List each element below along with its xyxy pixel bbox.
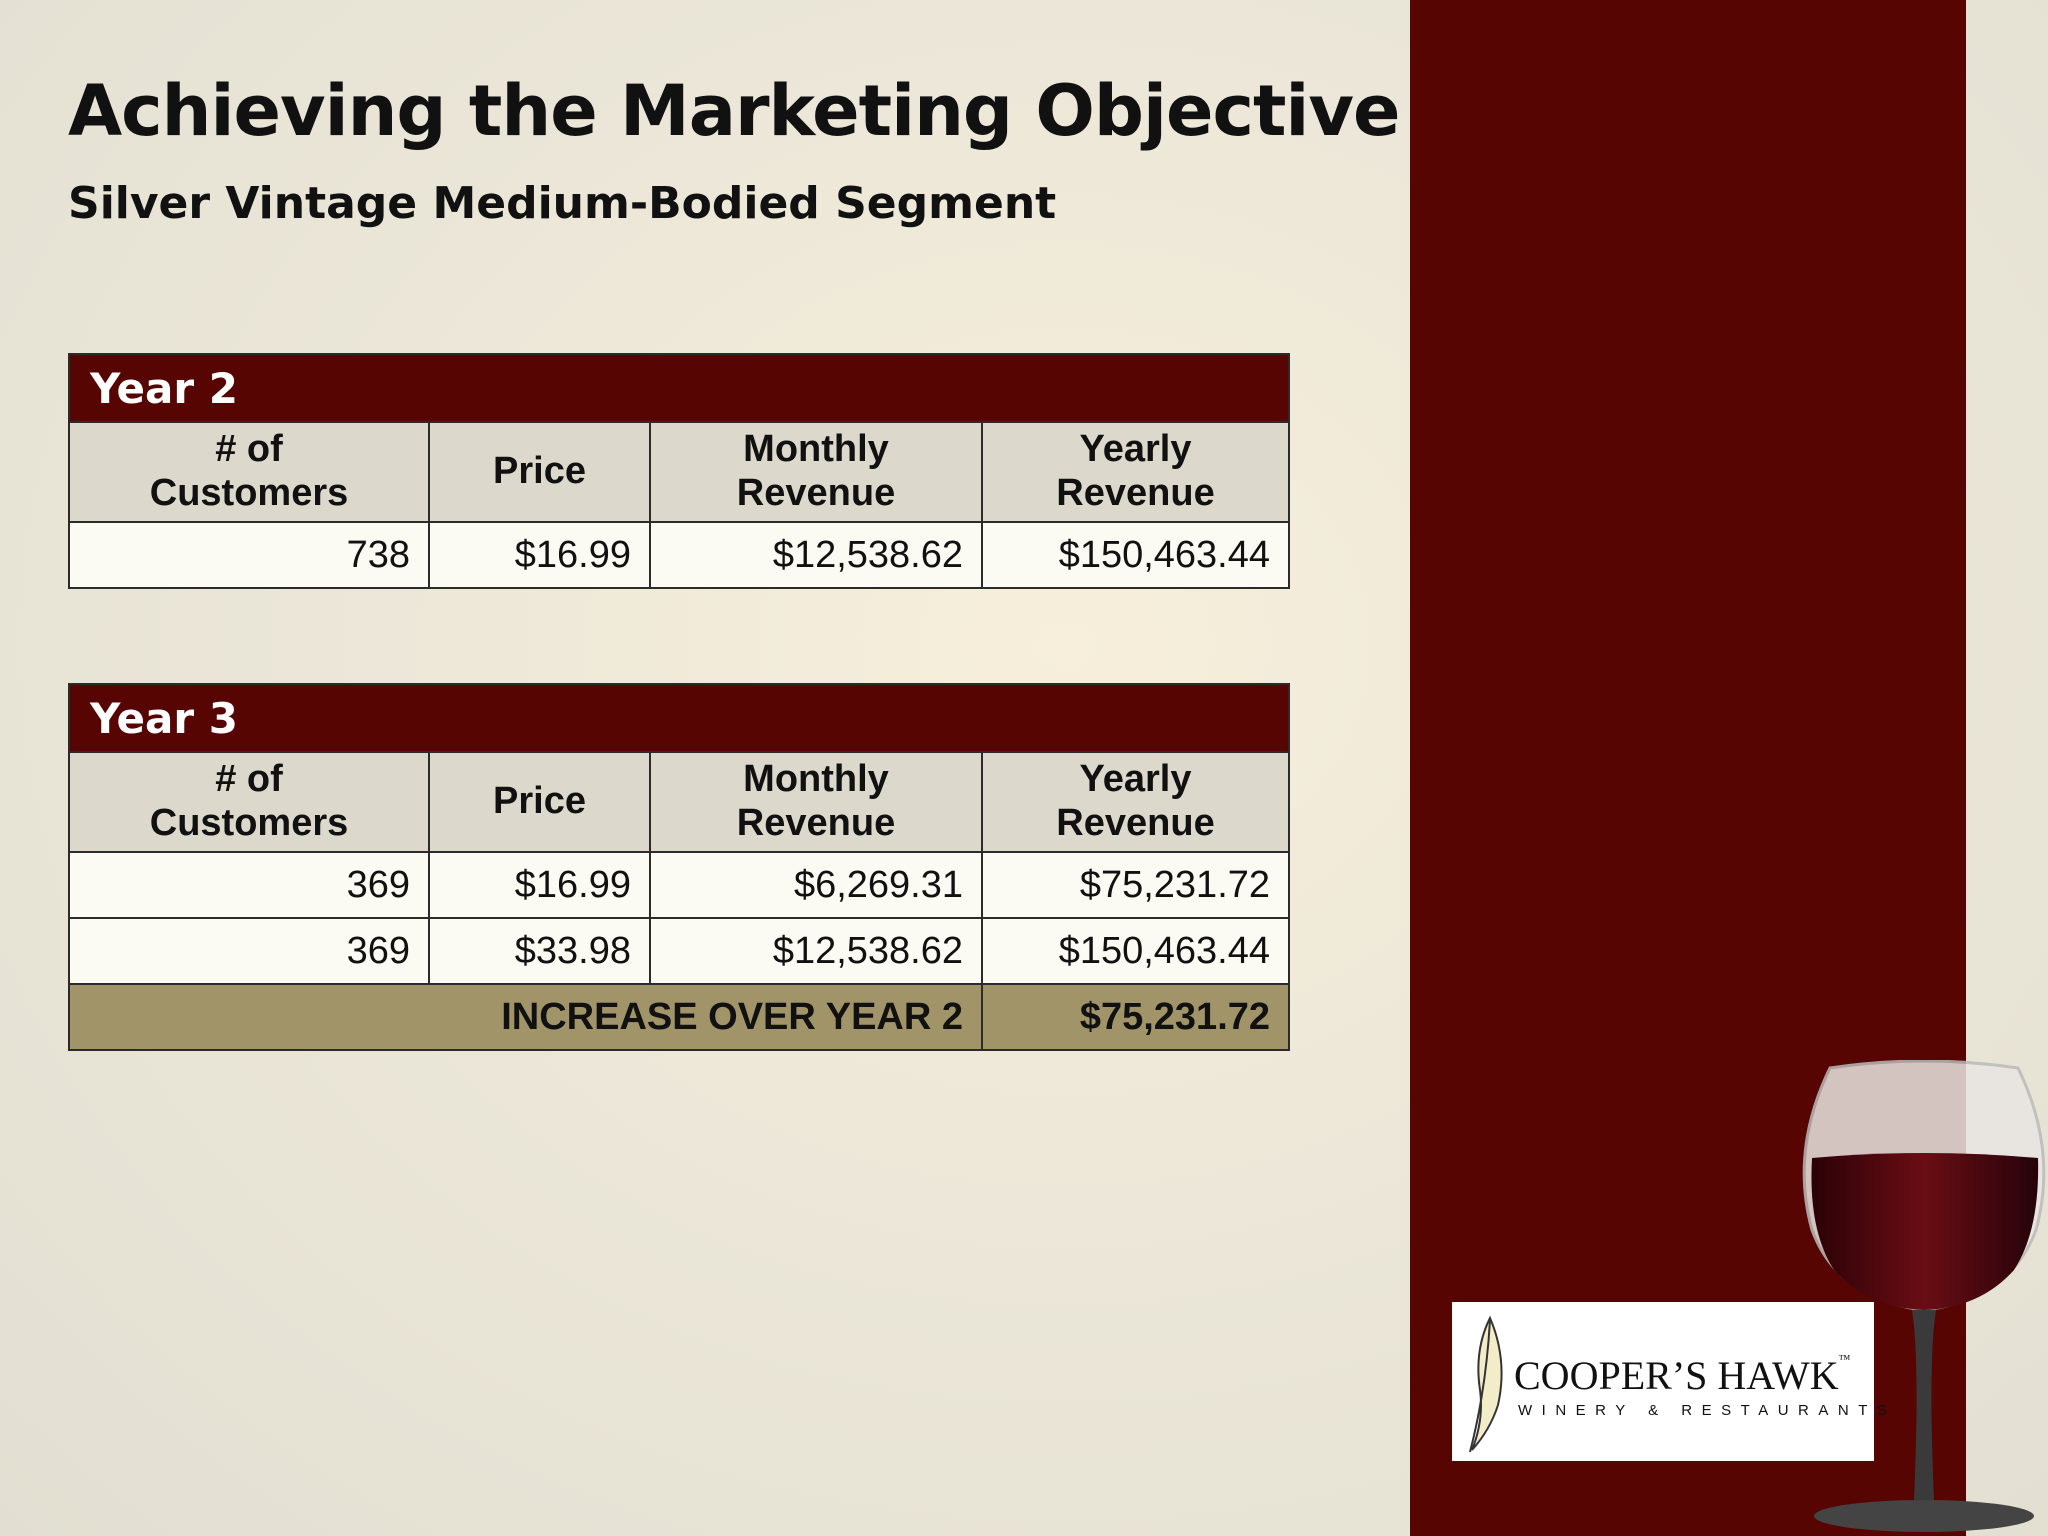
header-row: # of Customers Price Monthly Revenue Yearly… <box>68 421 1291 523</box>
cell: $12,538.62 <box>649 521 983 589</box>
cell: $150,463.44 <box>980 917 1291 985</box>
slide-subtitle: Silver Vintage Medium-Bodied Segment <box>68 178 1057 229</box>
cell: $16.99 <box>428 851 651 919</box>
data-row: 369 $33.98 $12,538.62 $150,463.44 <box>68 917 1291 985</box>
column-header: Price <box>428 751 651 853</box>
logo-name-text: COOPER’S HAWK <box>1514 1353 1839 1398</box>
table-caption: Year 2 <box>67 353 1291 423</box>
footer-row: INCREASE OVER YEAR 2 $75,231.72 <box>68 983 1291 1051</box>
feather-icon <box>1469 1315 1503 1453</box>
logo: COOPER’S HAWK™ WINERY & RESTAURANTS <box>1452 1302 1887 1461</box>
logo-tagline: WINERY & RESTAURANTS <box>1518 1402 1897 1419</box>
column-header-text: # of Customers <box>149 428 349 514</box>
column-header: Monthly Revenue <box>649 751 983 853</box>
cell: $12,538.62 <box>649 917 983 985</box>
column-header: Yearly Revenue <box>980 751 1291 853</box>
column-header: Yearly Revenue <box>980 421 1291 523</box>
cell: $150,463.44 <box>980 521 1291 589</box>
column-header-text: # of Customers <box>149 758 349 844</box>
cell: $6,269.31 <box>649 851 983 919</box>
cell: $33.98 <box>428 917 651 985</box>
data-row: 369 $16.99 $6,269.31 $75,231.72 <box>68 851 1291 919</box>
cell: 738 <box>68 521 430 589</box>
logo-name: COOPER’S HAWK™ <box>1514 1352 1850 1399</box>
cell: 369 <box>68 851 430 919</box>
cell: $16.99 <box>428 521 651 589</box>
data-table: Year 2 # of Customers Price Monthly Revenue… <box>67 353 1291 589</box>
column-header-text: Monthly Revenue <box>736 428 896 514</box>
data-table: Year 3 # of Customers Price Monthly Revenue… <box>67 683 1291 1051</box>
column-header: # of Customers <box>68 421 430 523</box>
cell: 369 <box>68 917 430 985</box>
column-header: Monthly Revenue <box>649 421 983 523</box>
column-header-text: Yearly Revenue <box>1056 758 1215 844</box>
data-row: 738 $16.99 $12,538.62 $150,463.44 <box>68 521 1291 589</box>
cell: $75,231.72 <box>980 851 1291 919</box>
slide-title: Achieving the Marketing Objective <box>68 70 1401 152</box>
column-header: # of Customers <box>68 751 430 853</box>
column-header-text: Price <box>493 450 586 493</box>
column-header-text: Monthly Revenue <box>736 758 896 844</box>
logo-trademark: ™ <box>1838 1352 1851 1366</box>
table-caption: Year 3 <box>67 683 1291 753</box>
footer-value: $75,231.72 <box>980 983 1291 1051</box>
footer-label: INCREASE OVER YEAR 2 <box>68 983 983 1051</box>
column-header-text: Price <box>493 780 586 823</box>
table-body: Year 3 # of Customers Price Monthly Revenue… <box>67 683 1291 1051</box>
column-header: Price <box>428 421 651 523</box>
caption-row: Year 2 <box>67 353 1291 423</box>
table-body: Year 2 # of Customers Price Monthly Revenue… <box>67 353 1291 589</box>
wine-glass <box>1802 1060 2046 1532</box>
header-row: # of Customers Price Monthly Revenue Yearly… <box>68 751 1291 853</box>
column-header-text: Yearly Revenue <box>1056 428 1215 514</box>
caption-row: Year 3 <box>67 683 1291 753</box>
